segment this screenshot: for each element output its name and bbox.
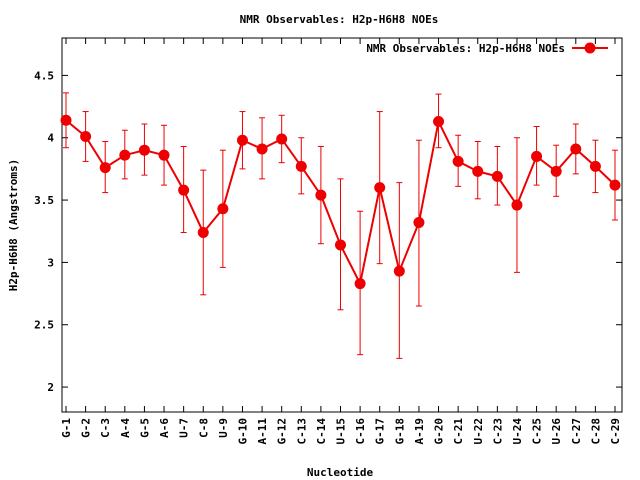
x-tick-label: A-4 (119, 418, 132, 438)
data-point (276, 133, 288, 145)
y-axis-label: H2p-H6H8 (Angstroms) (7, 159, 20, 291)
x-tick-label: G-12 (276, 418, 289, 445)
data-point (80, 130, 92, 142)
y-tick-label: 2 (47, 381, 54, 394)
x-tick-label: C-29 (609, 418, 622, 445)
y-tick-label: 2.5 (34, 319, 54, 332)
data-point (550, 165, 562, 177)
x-tick-label: C-3 (99, 418, 112, 438)
x-tick-label: C-14 (315, 418, 328, 445)
data-point (99, 162, 111, 174)
legend-marker (584, 42, 596, 54)
data-point (295, 160, 307, 172)
data-point (178, 184, 190, 196)
x-tick-label: U-15 (335, 418, 348, 445)
series-points (60, 114, 621, 290)
chart-title: NMR Observables: H2p-H6H8 NOEs (240, 13, 439, 26)
data-point (433, 116, 445, 128)
x-tick-label: C-23 (491, 418, 504, 445)
x-tick-label: C-16 (354, 418, 367, 445)
x-tick-label: C-21 (452, 418, 465, 445)
data-point (335, 239, 346, 251)
legend: NMR Observables: H2p-H6H8 NOEs (366, 42, 608, 55)
data-point (315, 189, 327, 201)
x-tick-label: U-24 (511, 418, 524, 445)
data-point (531, 150, 543, 162)
x-tick-label: U-26 (550, 418, 563, 445)
x-tick-label: G-5 (138, 418, 151, 438)
x-tick-label: U-9 (217, 418, 230, 438)
data-point (236, 134, 248, 146)
x-tick-label: G-10 (236, 418, 249, 445)
data-point (256, 143, 268, 155)
x-axis-label: Nucleotide (307, 466, 374, 479)
x-axis: G-1 G-2 C-3 A-4 G-5 A-6 U-7 C-8 U-9 G-10 A-11 G-12 C… (60, 38, 622, 445)
x-tick-label: G-18 (393, 418, 406, 445)
y-axis: 2 2.5 3 3.5 4 4.5 (34, 69, 622, 394)
x-tick-label: A-11 (256, 418, 269, 445)
x-tick-label: U-7 (178, 418, 191, 438)
data-point (511, 199, 523, 211)
data-point (138, 144, 150, 156)
x-tick-label: C-28 (589, 418, 602, 445)
y-tick-label: 3.5 (34, 194, 54, 207)
x-tick-label: G-2 (80, 418, 93, 438)
data-point (570, 143, 582, 155)
x-tick-label: C-27 (570, 418, 583, 445)
y-tick-label: 3 (47, 256, 54, 269)
data-point (197, 226, 209, 238)
y-tick-label: 4 (47, 132, 54, 145)
x-tick-label: C-8 (197, 418, 210, 438)
data-point (413, 217, 425, 229)
data-point (119, 149, 131, 161)
data-point (60, 114, 72, 126)
y-tick-label: 4.5 (34, 69, 54, 82)
data-point (609, 179, 621, 191)
error-bars (63, 92, 618, 359)
data-point (158, 149, 170, 161)
x-tick-label: G-1 (60, 418, 73, 438)
plot-frame (61, 37, 623, 413)
x-tick-label: C-13 (295, 418, 308, 445)
data-point (374, 182, 386, 194)
legend-label: NMR Observables: H2p-H6H8 NOEs (366, 42, 565, 55)
data-point (491, 170, 503, 182)
data-point (472, 165, 484, 177)
data-point (217, 203, 229, 215)
data-point (393, 265, 405, 277)
x-tick-label: A-19 (413, 418, 426, 445)
x-tick-label: U-22 (472, 418, 485, 445)
data-point (452, 155, 464, 167)
x-tick-label: C-25 (531, 418, 544, 445)
x-tick-label: G-20 (433, 418, 446, 445)
x-tick-label: G-17 (374, 418, 387, 445)
data-point (589, 160, 601, 172)
x-tick-label: A-6 (158, 418, 171, 438)
data-point (354, 278, 366, 290)
